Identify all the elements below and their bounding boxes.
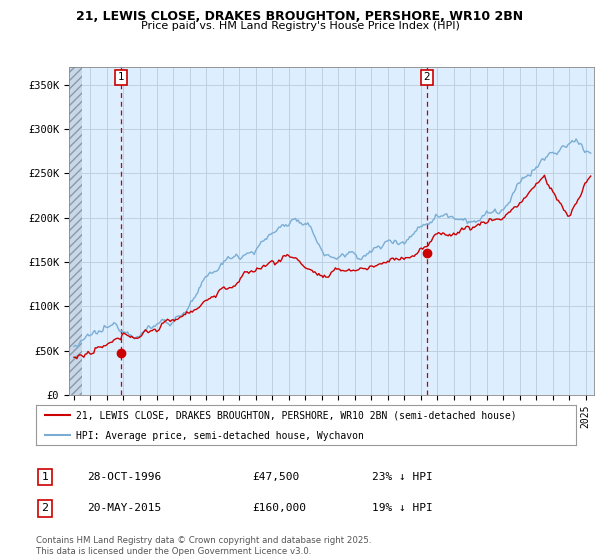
Text: 2: 2	[424, 72, 430, 82]
Text: £160,000: £160,000	[252, 503, 306, 514]
Text: Contains HM Land Registry data © Crown copyright and database right 2025.
This d: Contains HM Land Registry data © Crown c…	[36, 536, 371, 556]
Text: 20-MAY-2015: 20-MAY-2015	[87, 503, 161, 514]
Text: 23% ↓ HPI: 23% ↓ HPI	[372, 472, 433, 482]
Text: 1: 1	[118, 72, 124, 82]
Text: 28-OCT-1996: 28-OCT-1996	[87, 472, 161, 482]
Bar	[69, 58, 82, 395]
Text: £47,500: £47,500	[252, 472, 299, 482]
Text: HPI: Average price, semi-detached house, Wychavon: HPI: Average price, semi-detached house,…	[77, 431, 364, 441]
Text: 19% ↓ HPI: 19% ↓ HPI	[372, 503, 433, 514]
Text: 21, LEWIS CLOSE, DRAKES BROUGHTON, PERSHORE, WR10 2BN: 21, LEWIS CLOSE, DRAKES BROUGHTON, PERSH…	[76, 10, 524, 23]
Text: 2: 2	[41, 503, 49, 514]
Text: Price paid vs. HM Land Registry's House Price Index (HPI): Price paid vs. HM Land Registry's House …	[140, 21, 460, 31]
Text: 1: 1	[41, 472, 49, 482]
Text: 21, LEWIS CLOSE, DRAKES BROUGHTON, PERSHORE, WR10 2BN (semi-detached house): 21, LEWIS CLOSE, DRAKES BROUGHTON, PERSH…	[77, 411, 517, 421]
